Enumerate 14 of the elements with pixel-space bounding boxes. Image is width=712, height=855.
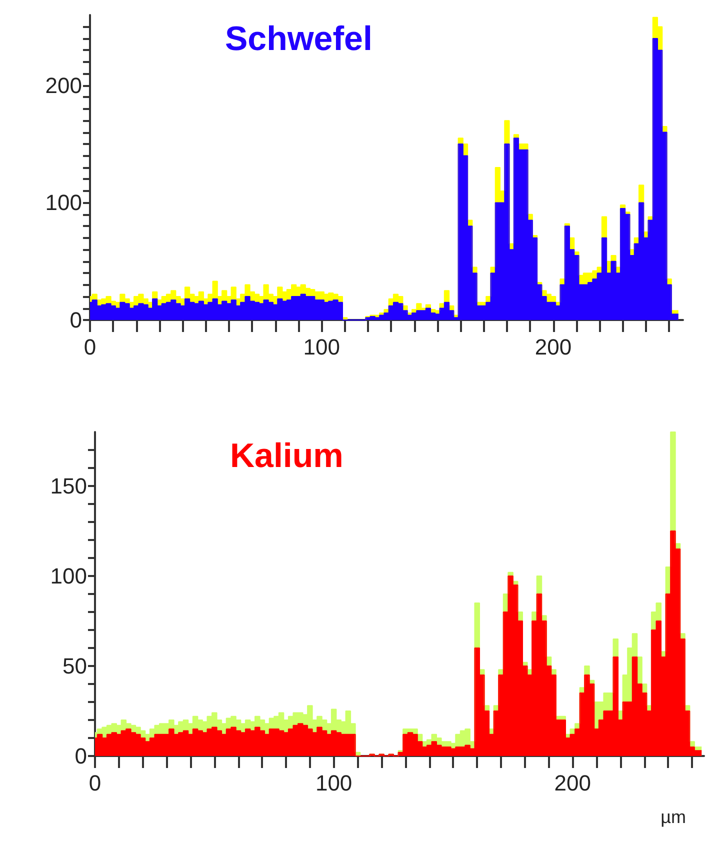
y-tick-label: 0 xyxy=(70,308,82,332)
chart-title: Kalium xyxy=(230,437,344,475)
x-tick-label: 100 xyxy=(303,334,340,360)
y-tick-label: 100 xyxy=(45,190,82,216)
x-tick-label: 200 xyxy=(534,334,572,360)
chart-title: Schwefel xyxy=(225,20,372,58)
y-tick-label: 150 xyxy=(50,474,87,498)
x-tick-label: 100 xyxy=(315,770,352,796)
x-tick-label: 200 xyxy=(554,770,592,796)
x-axis-title: µm xyxy=(660,807,686,827)
y-tick-label: 50 xyxy=(62,654,87,678)
y-tick-label: 100 xyxy=(50,564,87,588)
y-tick-label: 0 xyxy=(74,744,87,768)
y-tick-label: 200 xyxy=(45,72,82,98)
